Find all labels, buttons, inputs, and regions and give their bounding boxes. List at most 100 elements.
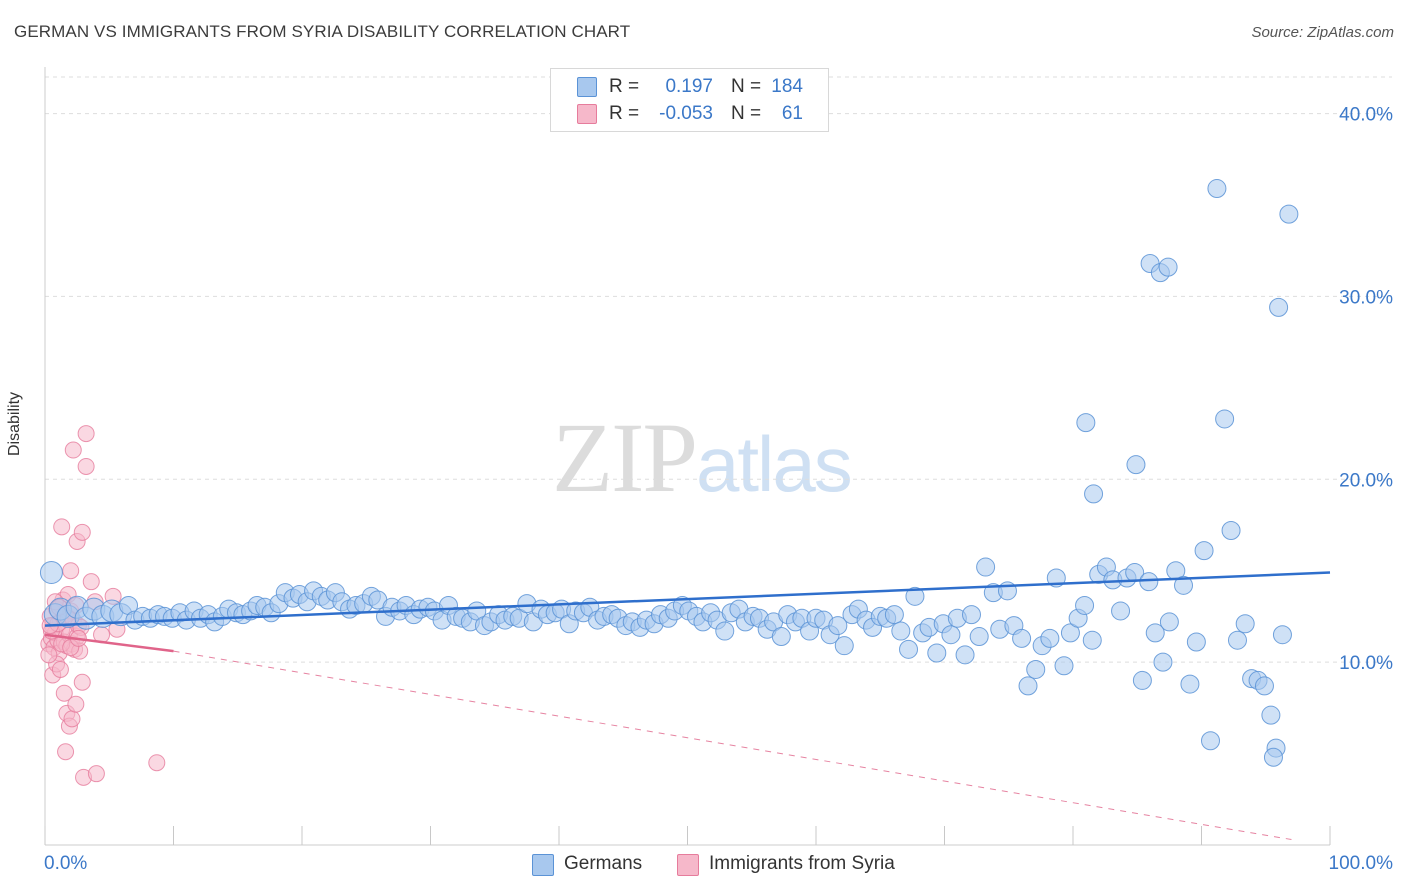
syria-point: [57, 743, 75, 761]
german-point: [1012, 628, 1032, 648]
syria-point: [63, 710, 81, 728]
syria-point: [77, 425, 95, 443]
germans-swatch: [532, 854, 554, 876]
german-point: [1060, 623, 1080, 643]
syria-point: [73, 673, 91, 691]
legend-r-label: R =: [609, 76, 640, 97]
legend-swatch-germans: [577, 77, 597, 97]
german-point: [1254, 676, 1274, 696]
series-legend: Germans Immigrants from Syria: [0, 852, 1406, 878]
german-point: [969, 627, 989, 647]
syria-trend-line: [44, 633, 174, 653]
german-point: [1194, 541, 1214, 561]
y-tick-label: 20.0%: [1339, 470, 1393, 491]
source-label: Source: ZipAtlas.com: [1251, 24, 1394, 41]
watermark: ZIPatlas: [552, 400, 853, 515]
german-point: [1263, 747, 1283, 767]
german-point: [1227, 630, 1247, 650]
syria-point: [40, 646, 58, 664]
syria-point: [51, 660, 69, 678]
german-point: [891, 621, 911, 641]
german-point: [1153, 652, 1173, 672]
german-point: [1126, 455, 1146, 475]
syria-point: [53, 518, 71, 536]
german-point: [1221, 520, 1241, 540]
y-axis-label: Disability: [6, 391, 23, 456]
german-point: [905, 586, 925, 606]
german-point: [899, 639, 919, 659]
german-points: [39, 179, 1299, 767]
syria-point: [148, 754, 166, 772]
german-point: [1076, 413, 1096, 433]
german-point: [1200, 731, 1220, 751]
german-point: [961, 605, 981, 625]
german-point: [1269, 297, 1289, 317]
german-point: [1159, 612, 1179, 632]
german-point: [1272, 625, 1292, 645]
german-point: [1111, 601, 1131, 621]
syria-swatch: [677, 854, 699, 876]
german-point: [1018, 676, 1038, 696]
legend-row-syria: R = -0.053 N = 61: [551, 100, 828, 127]
axes: [44, 67, 1331, 846]
grid-lines: [45, 76, 1392, 663]
german-point: [927, 643, 947, 663]
german-point: [976, 557, 996, 577]
legend-r-value: 0.197: [665, 76, 713, 97]
german-point: [1084, 484, 1104, 504]
legend-n-value: 184: [771, 76, 803, 97]
syria-point: [55, 684, 73, 702]
german-point: [1279, 204, 1299, 224]
german-point: [1139, 572, 1159, 592]
legend-n-value: 61: [781, 103, 803, 124]
german-point: [884, 605, 904, 625]
german-point: [1132, 670, 1152, 690]
syria-trend-extension: [173, 650, 1292, 841]
legend-row-germans: R = 0.197 N = 184: [551, 73, 828, 100]
german-point: [1261, 705, 1281, 725]
german-point: [1207, 179, 1227, 199]
german-point: [1215, 409, 1235, 429]
german-point: [955, 645, 975, 665]
legend-r-value: -0.053: [659, 103, 713, 124]
german-point: [1040, 628, 1060, 648]
german-point: [1054, 656, 1074, 676]
y-tick-label: 30.0%: [1339, 287, 1393, 308]
german-point: [715, 621, 735, 641]
watermark-zip: ZIP: [552, 402, 698, 513]
german-point: [1082, 630, 1102, 650]
german-point: [1145, 623, 1165, 643]
german-point: [828, 616, 848, 636]
chart-title: GERMAN VS IMMIGRANTS FROM SYRIA DISABILI…: [14, 22, 631, 41]
german-point: [1235, 614, 1255, 634]
german-point: [941, 625, 961, 645]
legend-n-label: N =: [731, 76, 762, 97]
syria-label: Immigrants from Syria: [709, 853, 895, 874]
y-tick-label: 10.0%: [1339, 653, 1393, 674]
german-point: [771, 627, 791, 647]
german-point: [1174, 575, 1194, 595]
tick-labels: 10.0% 20.0% 30.0% 40.0% 0.0% 100.0%: [44, 105, 1393, 874]
german-point: [1186, 632, 1206, 652]
syria-point: [73, 523, 91, 541]
german-point: [1026, 659, 1046, 679]
german-point: [39, 561, 63, 585]
legend-swatch-syria: [577, 104, 597, 124]
german-point: [1180, 674, 1200, 694]
x-tick-label: 0.0%: [44, 853, 87, 874]
syria-point: [77, 457, 95, 475]
german-point: [834, 636, 854, 656]
german-point: [1158, 257, 1178, 277]
syria-point: [87, 765, 105, 783]
trend-lines: [44, 571, 1331, 841]
germans-trend-line: [44, 571, 1331, 627]
correlation-legend: R = 0.197 N = 184 R = -0.053 N = 61: [550, 68, 829, 132]
german-point: [1075, 595, 1095, 615]
y-tick-label: 40.0%: [1339, 105, 1393, 126]
legend-n-label: N =: [731, 103, 762, 124]
watermark-atlas: atlas: [696, 420, 853, 508]
germans-label: Germans: [564, 853, 643, 874]
syria-point: [82, 573, 100, 591]
syria-point: [62, 562, 80, 580]
